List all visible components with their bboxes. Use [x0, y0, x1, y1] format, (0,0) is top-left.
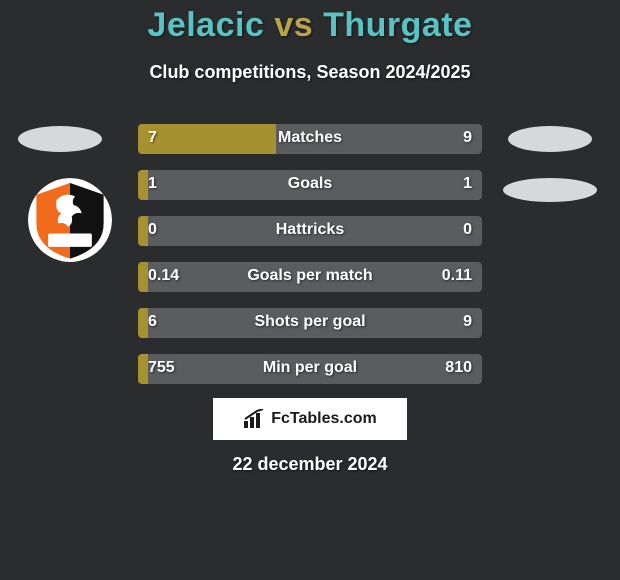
- player2-photo-placeholder: [508, 126, 592, 152]
- row-label: Hattricks: [138, 221, 482, 239]
- player2-club-placeholder: [503, 178, 597, 202]
- row-label: Matches: [138, 129, 482, 147]
- comparison-infographic: Jelacic vs Thurgate Club competitions, S…: [0, 0, 620, 580]
- row-label: Goals: [138, 175, 482, 193]
- stat-row: 755810Min per goal: [138, 354, 482, 384]
- stat-rows: 79Matches 11Goals 00Hattricks 0.140.11Goals…: [138, 124, 482, 400]
- shield-icon: [28, 178, 112, 262]
- player1-photo-placeholder: [18, 126, 102, 152]
- player2-name: Thurgate: [323, 6, 472, 44]
- page-title: Jelacic vs Thurgate: [0, 6, 620, 45]
- stat-row: 00Hattricks: [138, 216, 482, 246]
- stat-row: 69Shots per goal: [138, 308, 482, 338]
- subtitle: Club competitions, Season 2024/2025: [0, 62, 620, 83]
- row-label: Shots per goal: [138, 313, 482, 331]
- row-label: Goals per match: [138, 267, 482, 285]
- brand-text: FcTables.com: [271, 410, 377, 428]
- vs-word: vs: [274, 6, 313, 44]
- row-label: Min per goal: [138, 359, 482, 377]
- stat-row: 11Goals: [138, 170, 482, 200]
- date-stamp: 22 december 2024: [0, 454, 620, 475]
- player1-name: Jelacic: [147, 6, 264, 44]
- player1-club-badge: [28, 178, 112, 262]
- chart-growth-icon: [243, 409, 265, 429]
- brand-box: FcTables.com: [213, 398, 407, 440]
- stat-row: 0.140.11Goals per match: [138, 262, 482, 292]
- stat-row: 79Matches: [138, 124, 482, 154]
